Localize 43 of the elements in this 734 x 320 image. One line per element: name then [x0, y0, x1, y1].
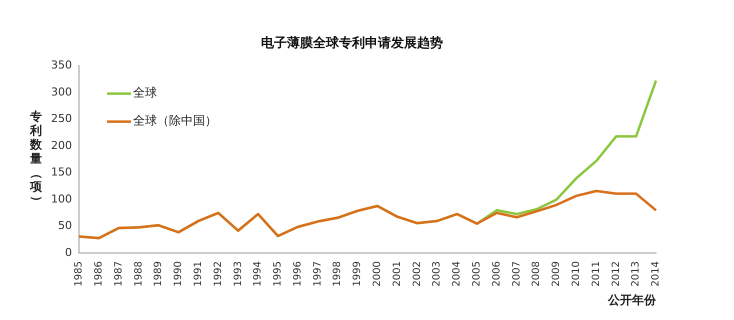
- x-tick-label: 2000: [372, 261, 384, 287]
- x-tick-label: 2014: [650, 261, 662, 287]
- x-tick-label: 1985: [74, 261, 85, 287]
- x-tick-label: 1996: [292, 261, 304, 287]
- x-tick-label: 2004: [452, 261, 463, 287]
- y-axis-title: 专利数量（项）: [29, 110, 44, 208]
- x-tick-label: 2003: [432, 261, 443, 287]
- x-axis-title: 公开年份: [607, 292, 657, 307]
- x-tick-label: 1990: [173, 261, 184, 287]
- x-tick-label: 1991: [192, 261, 204, 287]
- x-tick-label: 2007: [511, 261, 522, 287]
- x-tick-label: 2005: [472, 261, 483, 287]
- y-tick-label: 0: [64, 246, 72, 260]
- x-tick-label: 1998: [332, 261, 344, 287]
- chart-title: 电子薄膜全球专利申请发展趋势: [261, 35, 443, 52]
- x-tick-label: 1986: [93, 261, 104, 287]
- x-tick-label: 2009: [551, 261, 562, 287]
- x-tick-label: 2002: [412, 261, 423, 287]
- y-tick-label: 250: [50, 112, 72, 126]
- x-tick-label: 2012: [610, 261, 622, 287]
- y-tick-label: 50: [58, 219, 72, 232]
- x-tick-label: 1995: [272, 261, 284, 287]
- y-tick-label: 200: [50, 138, 72, 152]
- x-tick-label: 1994: [252, 261, 264, 287]
- legend-label: 全球（除中国）: [132, 114, 217, 128]
- x-tick-label: 1999: [352, 261, 364, 287]
- x-tick-label: 2013: [630, 261, 642, 287]
- y-tick-label: 300: [50, 85, 72, 98]
- x-tick-label: 1988: [133, 261, 144, 287]
- y-tick-label: 150: [50, 166, 72, 179]
- x-tick-label: 1989: [153, 261, 164, 287]
- x-tick-label: 1987: [113, 261, 124, 287]
- y-tick-label: 350: [50, 58, 72, 72]
- x-tick-label: 2001: [392, 261, 403, 287]
- x-tick-label: 1992: [212, 261, 224, 287]
- y-tick-label: 100: [50, 192, 72, 206]
- x-tick-label: 2006: [491, 261, 502, 287]
- x-tick-label: 1997: [312, 261, 324, 287]
- x-tick-label: 2010: [571, 261, 582, 287]
- x-tick-label: 1993: [232, 261, 244, 287]
- legend-label: 全球: [132, 86, 157, 100]
- x-tick-label: 2008: [531, 261, 542, 287]
- x-tick-label: 2011: [590, 261, 602, 287]
